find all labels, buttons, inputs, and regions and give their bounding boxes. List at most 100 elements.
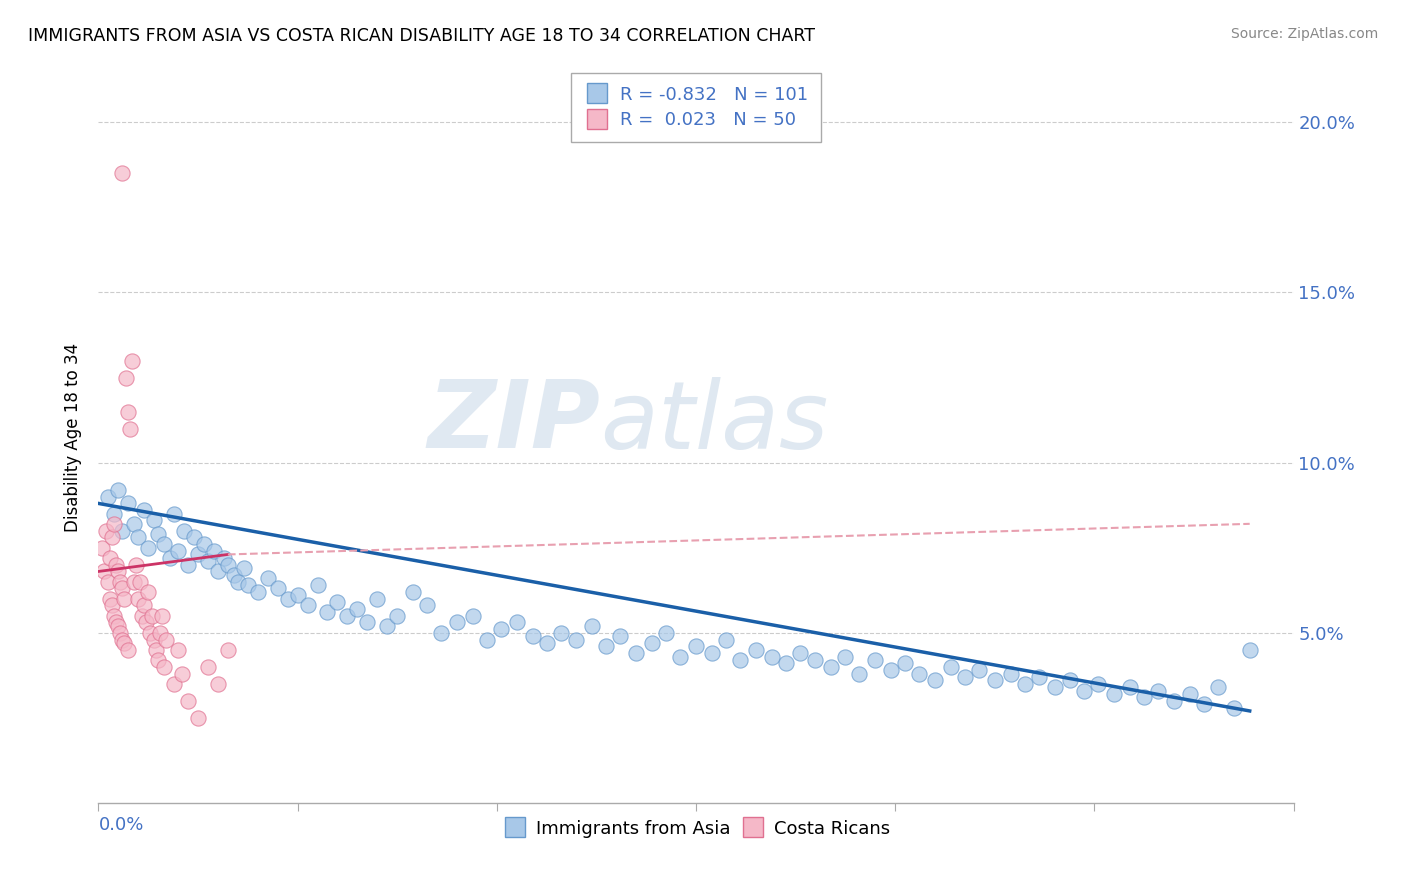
Point	[1206, 680, 1229, 694]
Point	[939, 659, 962, 673]
Point	[187, 548, 209, 562]
Point	[136, 585, 159, 599]
Point	[256, 571, 278, 585]
Point	[307, 578, 329, 592]
Point	[153, 537, 176, 551]
Point	[1147, 683, 1170, 698]
Point	[117, 404, 139, 418]
Point	[107, 619, 129, 633]
Point	[430, 625, 453, 640]
Point	[148, 527, 170, 541]
Point	[326, 595, 349, 609]
Point	[984, 673, 1007, 688]
Point	[207, 677, 229, 691]
Point	[446, 615, 468, 630]
Point	[107, 483, 129, 497]
Point	[134, 599, 156, 613]
Point	[149, 625, 172, 640]
Legend: Immigrants from Asia, Costa Ricans: Immigrants from Asia, Costa Ricans	[495, 813, 897, 845]
Point	[110, 625, 132, 640]
Point	[111, 582, 134, 596]
Point	[197, 554, 219, 568]
Point	[167, 642, 190, 657]
Point	[124, 516, 146, 531]
Point	[1087, 677, 1109, 691]
Point	[297, 599, 319, 613]
Point	[150, 608, 173, 623]
Point	[1028, 670, 1050, 684]
Point	[536, 636, 558, 650]
Point	[669, 649, 692, 664]
Point	[522, 629, 544, 643]
Point	[700, 646, 723, 660]
Point	[375, 619, 398, 633]
Point	[115, 370, 138, 384]
Point	[416, 599, 439, 613]
Point	[110, 574, 132, 589]
Point	[655, 625, 678, 640]
Point	[177, 558, 200, 572]
Point	[356, 615, 378, 630]
Point	[139, 625, 162, 640]
Point	[1163, 694, 1185, 708]
Point	[97, 490, 120, 504]
Point	[834, 649, 856, 664]
Point	[193, 537, 215, 551]
Point	[1104, 687, 1126, 701]
Point	[595, 640, 617, 654]
Point	[880, 663, 903, 677]
Point	[226, 574, 249, 589]
Text: 0.0%: 0.0%	[98, 816, 143, 834]
Point	[111, 632, 134, 647]
Point	[745, 642, 768, 657]
Point	[287, 588, 309, 602]
Point	[1192, 697, 1215, 711]
Point	[277, 591, 299, 606]
Point	[236, 578, 259, 592]
Point	[316, 605, 339, 619]
Point	[117, 496, 139, 510]
Point	[761, 649, 783, 664]
Point	[103, 608, 125, 623]
Point	[848, 666, 870, 681]
Text: IMMIGRANTS FROM ASIA VS COSTA RICAN DISABILITY AGE 18 TO 34 CORRELATION CHART: IMMIGRANTS FROM ASIA VS COSTA RICAN DISA…	[28, 27, 815, 45]
Point	[145, 642, 167, 657]
Point	[953, 670, 976, 684]
Point	[202, 544, 225, 558]
Text: ZIP: ZIP	[427, 376, 600, 468]
Point	[1133, 690, 1156, 705]
Point	[141, 608, 163, 623]
Point	[1239, 642, 1261, 657]
Point	[346, 602, 368, 616]
Point	[134, 503, 156, 517]
Point	[789, 646, 811, 660]
Point	[103, 516, 125, 531]
Point	[402, 585, 425, 599]
Point	[172, 666, 194, 681]
Point	[117, 642, 139, 657]
Point	[143, 632, 166, 647]
Text: atlas: atlas	[600, 377, 828, 468]
Point	[714, 632, 737, 647]
Point	[98, 591, 122, 606]
Point	[207, 565, 229, 579]
Point	[159, 550, 181, 565]
Point	[107, 565, 129, 579]
Point	[111, 166, 134, 180]
Point	[581, 619, 603, 633]
Point	[93, 565, 115, 579]
Point	[1178, 687, 1201, 701]
Point	[167, 544, 190, 558]
Point	[1119, 680, 1142, 694]
Point	[197, 659, 219, 673]
Point	[163, 507, 186, 521]
Point	[91, 541, 114, 555]
Point	[461, 608, 484, 623]
Point	[336, 608, 359, 623]
Point	[267, 582, 290, 596]
Point	[112, 636, 135, 650]
Point	[127, 591, 149, 606]
Point	[366, 591, 388, 606]
Point	[217, 642, 239, 657]
Point	[489, 622, 512, 636]
